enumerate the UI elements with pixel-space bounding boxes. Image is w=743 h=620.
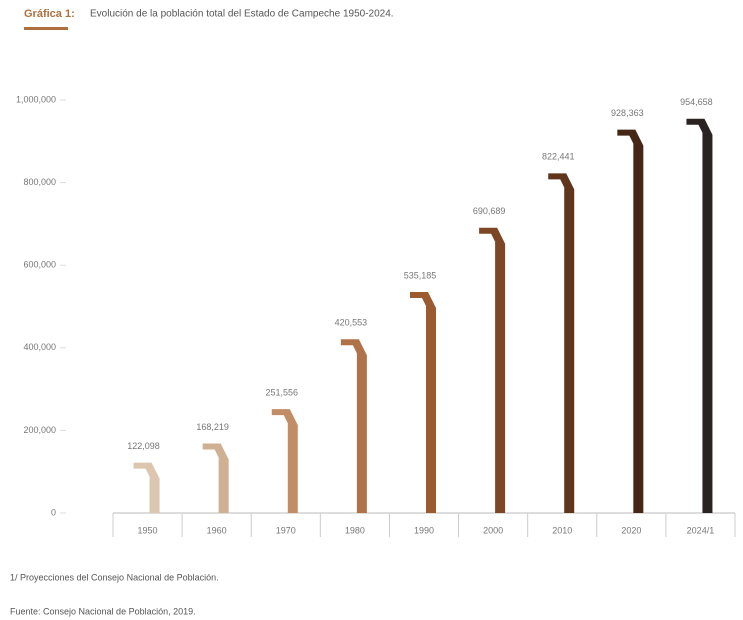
x-tick-label: 1970 <box>276 525 296 535</box>
bar <box>686 118 713 513</box>
title-lead: Gráfica 1: <box>24 8 75 20</box>
bar <box>133 462 160 513</box>
bar <box>617 129 644 514</box>
bar <box>548 173 575 514</box>
footnote: 1/ Proyecciones del Consejo Nacional de … <box>10 572 219 582</box>
value-label: 168,219 <box>196 422 229 432</box>
bar <box>479 227 506 514</box>
value-label: 420,553 <box>335 318 368 328</box>
y-tick-label: 1,000,000 <box>16 94 56 104</box>
value-label: 535,185 <box>404 270 437 280</box>
y-tick-label: 800,000 <box>23 177 56 187</box>
value-label: 251,556 <box>266 387 299 397</box>
x-tick-label: 2000 <box>483 525 503 535</box>
x-tick-label: 2024/1 <box>687 525 715 535</box>
value-label: 690,689 <box>473 206 506 216</box>
source: Fuente: Consejo Nacional de Población, 2… <box>10 606 196 616</box>
y-tick-label: 200,000 <box>23 425 56 435</box>
value-label: 822,441 <box>542 152 575 162</box>
x-tick-label: 1990 <box>414 525 434 535</box>
title-accent <box>24 27 68 30</box>
value-label: 122,098 <box>127 441 160 451</box>
value-label: 928,363 <box>611 108 644 118</box>
value-label: 954,658 <box>680 97 713 107</box>
bar <box>202 443 229 513</box>
x-tick-label: 1960 <box>207 525 227 535</box>
y-tick-label: 600,000 <box>23 260 56 270</box>
bar <box>340 339 367 513</box>
bar <box>271 409 298 513</box>
x-tick-label: 1950 <box>138 525 158 535</box>
x-tick-label: 2010 <box>552 525 572 535</box>
y-tick-label: 0 <box>51 507 56 517</box>
bar <box>410 291 436 513</box>
x-tick-label: 1980 <box>345 525 365 535</box>
x-tick-label: 2020 <box>621 525 641 535</box>
y-tick-label: 400,000 <box>23 342 56 352</box>
chart-title: Evolución de la población total del Esta… <box>90 9 394 20</box>
